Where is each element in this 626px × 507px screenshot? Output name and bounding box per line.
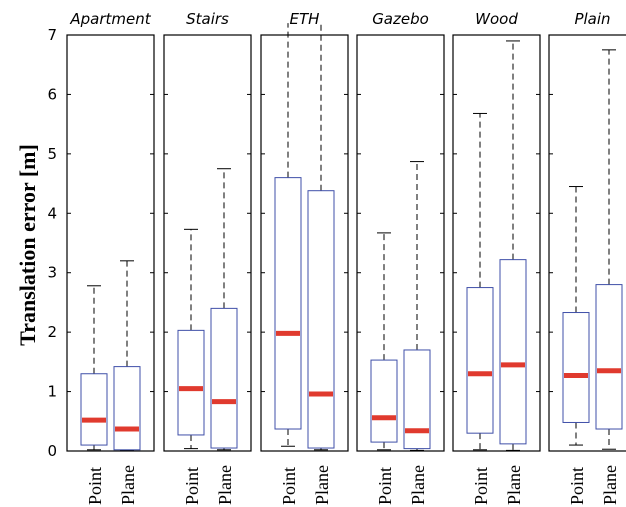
iqr-box [307, 190, 335, 449]
x-tick-label: Plane [600, 465, 620, 505]
y-tick-label: 6 [47, 85, 57, 103]
panel-frame [356, 34, 445, 452]
panel-frame [548, 34, 626, 452]
iqr-box [562, 312, 590, 423]
iqr-box [466, 287, 494, 434]
x-tick-label: Point [182, 467, 202, 505]
panel-title: Gazebo [372, 10, 429, 28]
y-tick-label: 4 [47, 204, 57, 222]
iqr-box [499, 259, 527, 445]
x-tick-label: Point [85, 467, 105, 505]
y-tick-label: 2 [47, 323, 57, 341]
panel-title: Apartment [69, 10, 151, 28]
iqr-box [177, 329, 205, 436]
panel-frame [260, 34, 349, 452]
panel-title: Stairs [186, 10, 229, 28]
x-tick-label: Point [567, 467, 587, 505]
x-tick-label: Point [471, 467, 491, 505]
panel-frame [66, 34, 155, 452]
y-tick-label: 1 [47, 383, 57, 401]
x-tick-label: Plane [408, 465, 428, 505]
x-tick-label: Point [375, 467, 395, 505]
y-tick-label: 0 [47, 442, 57, 460]
y-tick-label: 7 [47, 26, 57, 44]
panel-frame [163, 34, 252, 452]
iqr-box [595, 284, 623, 430]
iqr-box [80, 373, 108, 446]
y-axis-label: Translation error [m] [15, 144, 40, 346]
iqr-box [403, 349, 431, 450]
x-tick-label: Plane [118, 465, 138, 505]
iqr-box [370, 359, 398, 443]
iqr-box [274, 177, 302, 430]
y-tick-label: 3 [47, 264, 57, 282]
x-tick-label: Plane [504, 465, 524, 505]
panel-title: Plain [574, 10, 610, 28]
panel-title: ETH [290, 10, 320, 28]
y-tick-label: 5 [47, 145, 57, 163]
panel-title: Wood [475, 10, 518, 28]
x-tick-label: Plane [215, 465, 235, 505]
panel-frame [452, 34, 541, 452]
x-tick-label: Point [279, 467, 299, 505]
plot-area: 0 1 2 3 4 5 6 7 Apartment Point Plane Stairs Point Pl… [47, 10, 626, 505]
iqr-box [113, 366, 141, 451]
iqr-box [210, 307, 238, 449]
x-tick-label: Plane [312, 465, 332, 505]
